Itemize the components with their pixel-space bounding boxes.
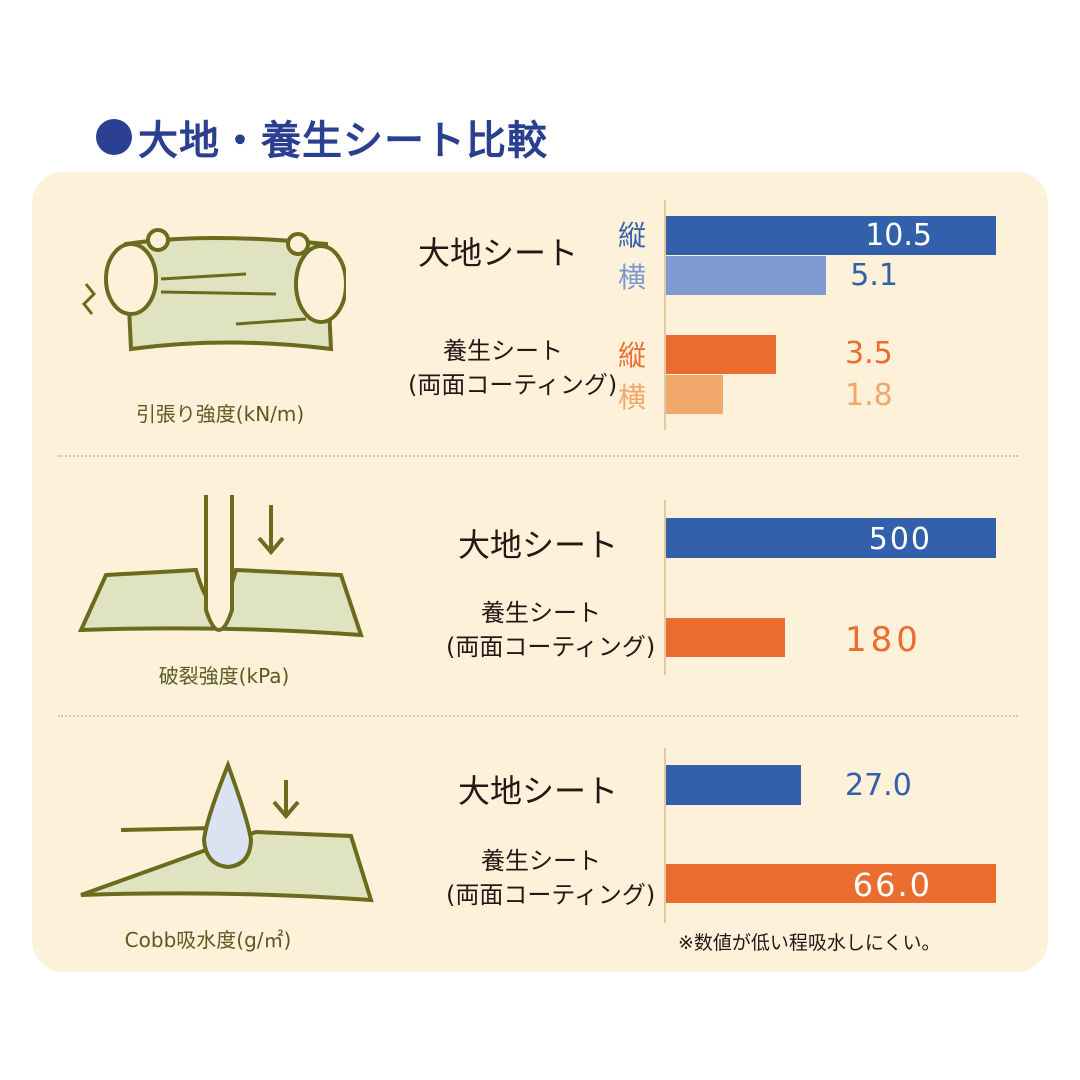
footnote: ※数値が低い程吸水しにくい。 xyxy=(678,932,941,954)
axis-line xyxy=(664,500,666,675)
divider xyxy=(58,455,1018,457)
divider xyxy=(58,715,1018,717)
bar-curing xyxy=(666,618,785,657)
tensile-hands-sheet-icon xyxy=(81,228,346,352)
category-label: 養生シート (両面コーティング) xyxy=(446,596,656,664)
chart-title: 破裂強度(kPa) xyxy=(158,664,290,688)
water-drop-sheet-icon xyxy=(80,760,374,903)
burst-rod-sheet-icon xyxy=(77,495,364,638)
category-label-line: 養生シート xyxy=(481,599,601,627)
category-label: 養生シート (両面コーティング) xyxy=(446,844,656,912)
series-label-horizontal: 横 xyxy=(618,261,647,294)
category-label-line: 養生シート xyxy=(443,337,563,365)
series-label-vertical: 縦 xyxy=(618,219,647,252)
bar-daichi xyxy=(666,765,801,805)
bullet-dot-icon xyxy=(96,119,132,155)
bar-curing-horizontal xyxy=(666,375,723,414)
chart-title: 引張り強度(kN/m) xyxy=(135,402,305,426)
category-label: 大地シート xyxy=(458,772,619,810)
category-label-line: (両面コーティング) xyxy=(446,633,656,661)
bar-daichi-horizontal xyxy=(666,256,827,295)
data-label: 500 xyxy=(868,522,932,557)
data-label: 5.1 xyxy=(850,258,898,293)
data-label: 27.0 xyxy=(845,768,912,803)
bar-curing xyxy=(666,864,996,903)
category-label-line: (両面コーティング) xyxy=(408,371,618,399)
bar-curing-vertical xyxy=(666,335,776,374)
series-label-vertical: 縦 xyxy=(618,339,647,372)
bar-daichi xyxy=(666,518,996,558)
bar-daichi-vertical xyxy=(666,216,996,255)
data-label: 66.0 xyxy=(852,866,932,904)
category-label: 大地シート xyxy=(418,234,579,272)
chart-title: Cobb吸水度(g/㎡) xyxy=(124,928,292,952)
category-label: 大地シート xyxy=(458,526,619,564)
page-title: 大地・養生シート比較 xyxy=(96,108,548,166)
data-label: 1.8 xyxy=(845,378,893,413)
category-label-line: (両面コーティング) xyxy=(446,881,656,909)
category-label-line: 養生シート xyxy=(481,847,601,875)
series-label-horizontal: 横 xyxy=(618,381,647,414)
data-label: 10.5 xyxy=(865,218,932,253)
data-label: 180 xyxy=(845,620,922,660)
title-text: 大地・養生シート比較 xyxy=(138,118,548,164)
axis-line xyxy=(664,748,666,923)
data-label: 3.5 xyxy=(845,336,893,371)
axis-line xyxy=(664,200,666,430)
category-label: 養生シート (両面コーティング) xyxy=(408,334,618,402)
